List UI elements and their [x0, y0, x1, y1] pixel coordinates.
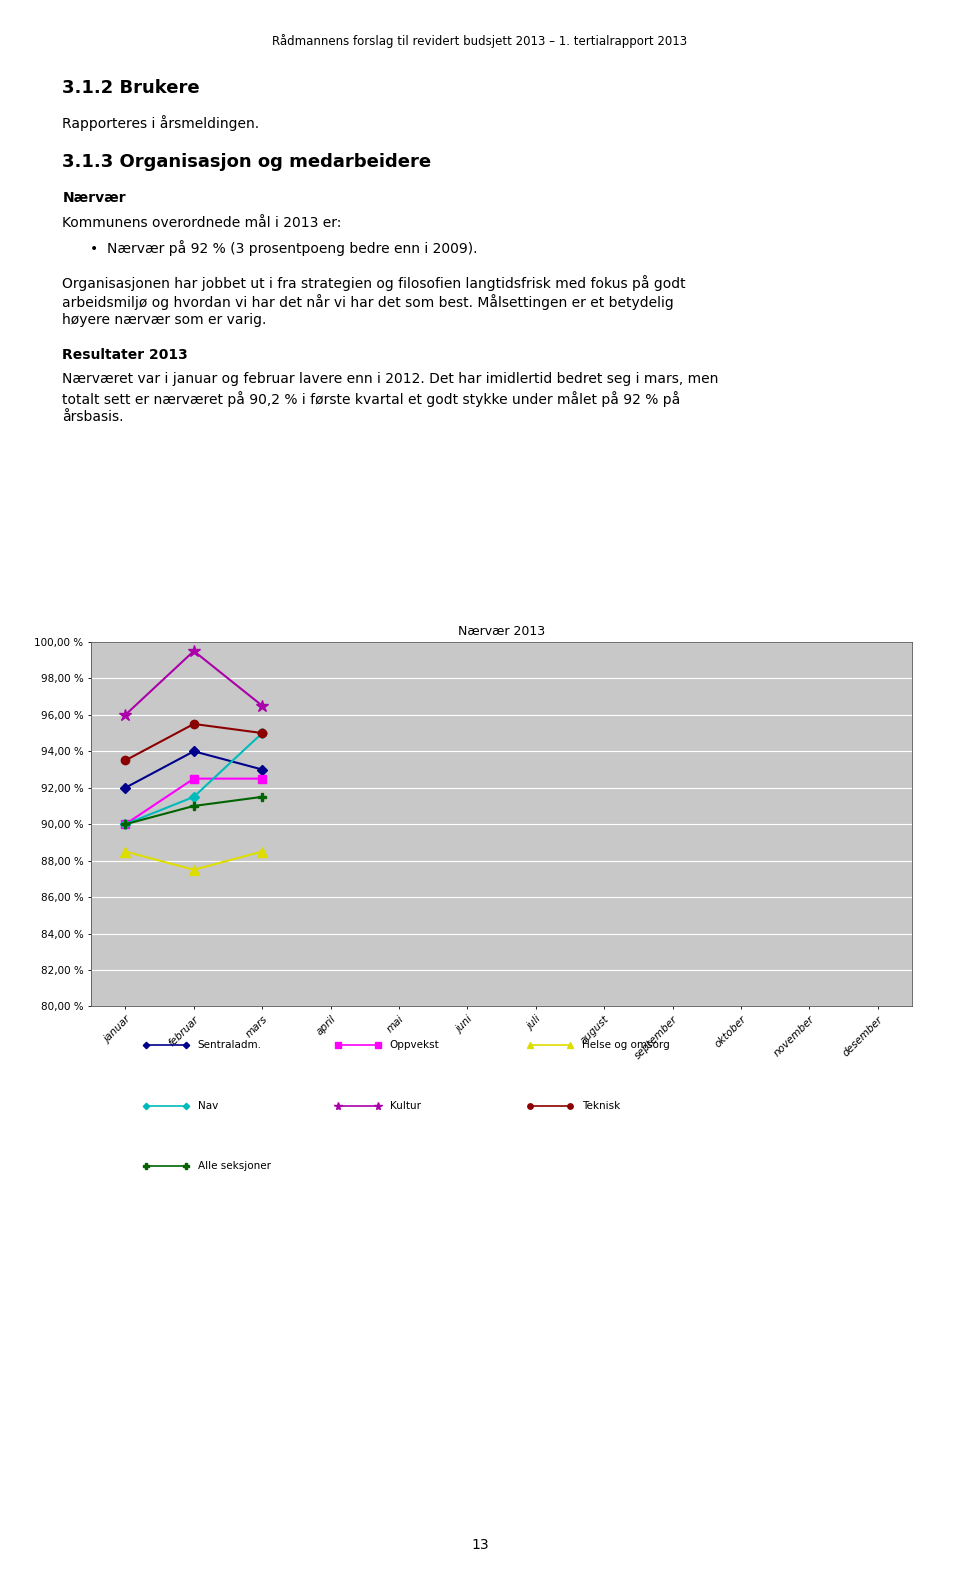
Nav [120, 815, 132, 834]
Line: Sentraladm.: Sentraladm. [122, 748, 266, 791]
Text: Helse og omsorg: Helse og omsorg [582, 1040, 669, 1049]
Alle seksjoner [188, 796, 200, 815]
Text: Nærvær: Nærvær [62, 192, 126, 204]
Text: høyere nærvær som er varig.: høyere nærvær som er varig. [62, 312, 267, 327]
Text: Oppvekst: Oppvekst [390, 1040, 440, 1049]
Text: Kultur: Kultur [390, 1100, 420, 1111]
Alle seksjoner [256, 788, 268, 807]
Text: arbeidsmiljø og hvordan vi har det når vi har det som best. Målsettingen er et b: arbeidsmiljø og hvordan vi har det når v… [62, 293, 674, 311]
Nav [256, 723, 268, 742]
Line: Helse og omsorg: Helse og omsorg [121, 846, 267, 875]
Text: Sentraladm.: Sentraladm. [198, 1040, 262, 1049]
Helse og omsorg [120, 842, 132, 861]
Teknisk [120, 751, 132, 770]
Helse og omsorg [188, 861, 200, 880]
Sentraladm. [188, 742, 200, 761]
Text: Rådmannens forslag til revidert budsjett 2013 – 1. tertialrapport 2013: Rådmannens forslag til revidert budsjett… [273, 35, 687, 48]
Oppvekst [188, 769, 200, 788]
Text: Resultater 2013: Resultater 2013 [62, 349, 188, 361]
Text: 3.1.2 Brukere: 3.1.2 Brukere [62, 79, 200, 97]
Helse og omsorg [256, 842, 268, 861]
Oppvekst [256, 769, 268, 788]
Title: Nærvær 2013: Nærvær 2013 [458, 624, 545, 639]
Text: Nærværet var i januar og februar lavere enn i 2012. Det har imidlertid bedret se: Nærværet var i januar og februar lavere … [62, 372, 719, 387]
Line: Teknisk: Teknisk [121, 720, 266, 764]
Teknisk [188, 715, 200, 734]
Line: Alle seksjoner: Alle seksjoner [121, 792, 266, 829]
Oppvekst [120, 815, 132, 834]
Kultur [256, 696, 268, 715]
Text: Kommunens overordnede mål i 2013 er:: Kommunens overordnede mål i 2013 er: [62, 216, 342, 230]
Text: årsbasis.: årsbasis. [62, 411, 124, 423]
Kultur [188, 642, 200, 661]
Text: Alle seksjoner: Alle seksjoner [198, 1162, 271, 1171]
Text: totalt sett er nærværet på 90,2 % i første kvartal et godt stykke under målet på: totalt sett er nærværet på 90,2 % i førs… [62, 391, 681, 407]
Text: •  Nærvær på 92 % (3 prosentpoeng bedre enn i 2009).: • Nærvær på 92 % (3 prosentpoeng bedre e… [90, 239, 478, 255]
Alle seksjoner [120, 815, 132, 834]
Sentraladm. [120, 778, 132, 797]
Text: 13: 13 [471, 1539, 489, 1552]
Nav [188, 788, 200, 807]
Line: Nav: Nav [122, 729, 266, 827]
Line: Kultur: Kultur [119, 645, 269, 721]
Teknisk [256, 723, 268, 742]
Text: Nav: Nav [198, 1100, 218, 1111]
Sentraladm. [256, 759, 268, 778]
Text: Organisasjonen har jobbet ut i fra strategien og filosofien langtidsfrisk med fo: Organisasjonen har jobbet ut i fra strat… [62, 276, 686, 292]
Text: Rapporteres i årsmeldingen.: Rapporteres i årsmeldingen. [62, 114, 259, 130]
Text: Teknisk: Teknisk [582, 1100, 620, 1111]
Kultur [120, 705, 132, 724]
Text: 3.1.3 Organisasjon og medarbeidere: 3.1.3 Organisasjon og medarbeidere [62, 152, 432, 171]
Line: Oppvekst: Oppvekst [121, 775, 266, 829]
